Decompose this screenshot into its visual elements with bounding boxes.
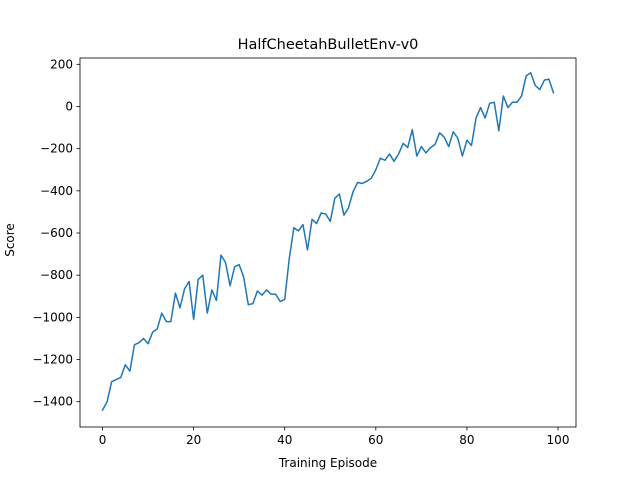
plot-area <box>79 57 577 428</box>
x-axis-label: Training Episode <box>278 456 377 470</box>
y-tick-label: 0 <box>65 99 73 113</box>
y-tick-label: −400 <box>40 184 73 198</box>
y-tick-label: −1000 <box>32 310 73 324</box>
x-tick-label: 80 <box>459 433 474 447</box>
x-tick-label: 40 <box>277 433 292 447</box>
y-tick-label: 200 <box>50 57 73 71</box>
x-tick-label: 0 <box>99 433 107 447</box>
x-tick-label: 20 <box>186 433 201 447</box>
chart-title: HalfCheetahBulletEnv-v0 <box>238 37 419 53</box>
y-tick-label: −1200 <box>32 353 73 367</box>
y-axis-label: Score <box>3 223 17 257</box>
series-line <box>101 72 555 412</box>
x-tick-label: 100 <box>547 433 570 447</box>
y-axis-ticks: −1400 −1200 −1000 −800 −600 −400 −200 0 200 <box>32 57 80 409</box>
y-tick-label: −800 <box>40 268 73 282</box>
x-tick-label: 60 <box>368 433 383 447</box>
y-tick-label: −600 <box>40 226 73 240</box>
y-tick-label: −200 <box>40 142 73 156</box>
y-tick-label: −1400 <box>32 395 73 409</box>
x-axis-ticks: 0 20 40 60 80 100 <box>99 427 570 447</box>
plot-frame <box>79 57 577 428</box>
